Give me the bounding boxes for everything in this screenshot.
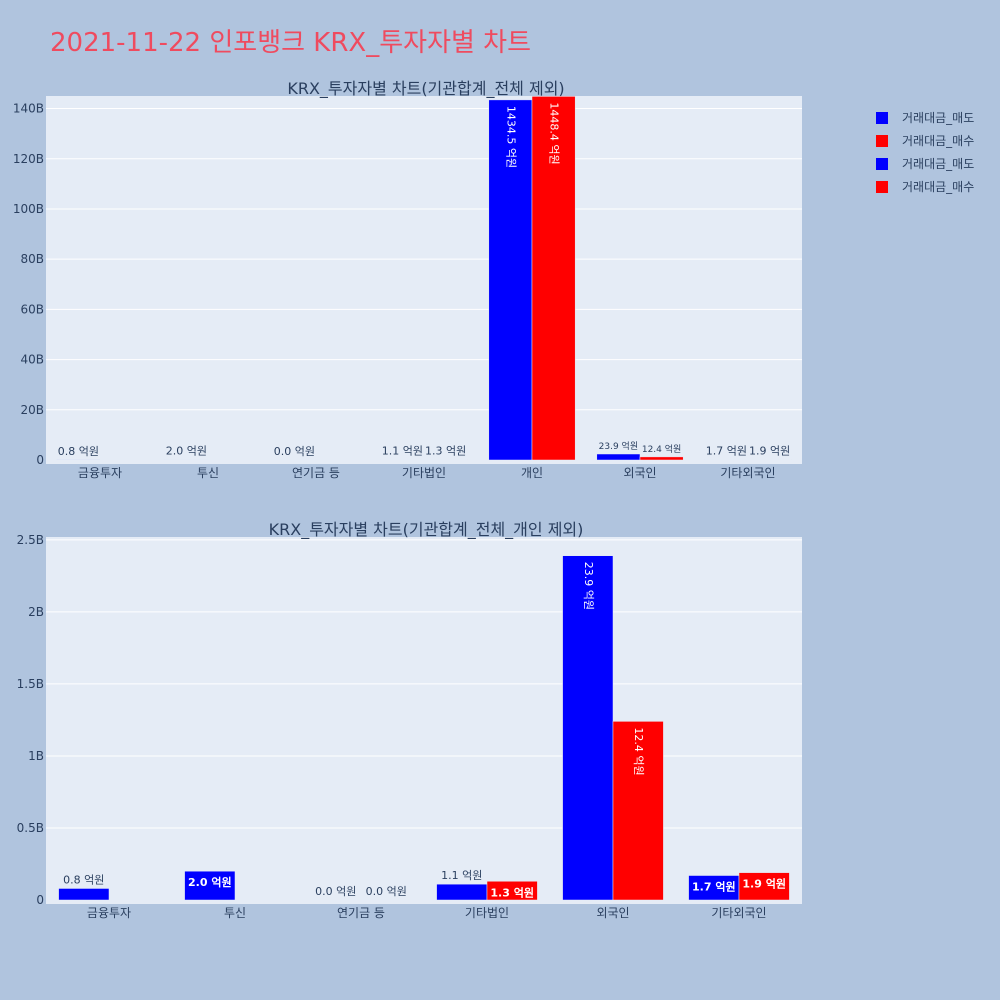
x-tick-label: 투신 — [197, 466, 219, 480]
data-label: 23.9 억원 — [599, 440, 638, 452]
legend-label: 거래대금_매도 — [902, 111, 975, 125]
data-label: 1.9 억원 — [742, 877, 786, 891]
legend-item[interactable]: 거래대금_매도 — [876, 106, 974, 129]
legend-item[interactable]: 거래대금_매수 — [876, 129, 974, 152]
bar — [486, 881, 538, 901]
bar — [531, 96, 576, 461]
data-label: 1448.4 억원 — [548, 102, 561, 164]
x-tick-label: 기타법인 — [465, 906, 509, 920]
y-tick-label: 60B — [20, 302, 44, 316]
data-label: 12.4 억원 — [632, 727, 645, 775]
legend: 거래대금_매도 거래대금_매수 거래대금_매도 거래대금_매수 — [876, 106, 974, 198]
data-label: 0.0 억원 — [274, 445, 315, 458]
data-label: 1.7 억원 — [706, 445, 747, 458]
bar — [164, 459, 209, 461]
bar — [639, 456, 684, 461]
legend-swatch-icon — [876, 157, 888, 170]
x-tick-label: 금융투자 — [87, 906, 131, 920]
legend-item[interactable]: 거래대금_매도 — [876, 152, 974, 175]
x-tick-label: 연기금 등 — [337, 906, 385, 920]
x-tick-label: 개인 — [521, 466, 543, 480]
bar — [596, 453, 641, 461]
data-label: 23.9 억원 — [582, 562, 595, 610]
y-tick-label: 2.5B — [17, 533, 44, 547]
legend-item[interactable]: 거래대금_매수 — [876, 175, 974, 198]
legend-swatch-icon — [876, 111, 888, 124]
data-label: 1.7 억원 — [692, 880, 736, 894]
data-label: 1.3 억원 — [490, 885, 534, 899]
bar — [488, 99, 533, 461]
bar — [184, 870, 236, 901]
y-tick-label: 2B — [28, 605, 44, 619]
chart-title: KRX_투자자별 차트(기관합계_전체 제외) — [287, 79, 564, 99]
bar — [612, 721, 664, 901]
legend-swatch-icon — [876, 134, 888, 147]
plot-area — [46, 96, 802, 464]
x-tick-label: 기타외국인 — [711, 906, 766, 920]
bar — [688, 875, 740, 901]
y-tick-label: 140B — [13, 102, 44, 116]
legend-label: 거래대금_매도 — [902, 157, 975, 171]
data-label: 1434.5 억원 — [504, 106, 517, 168]
legend-label: 거래대금_매수 — [902, 134, 975, 148]
data-label: 1.1 억원 — [441, 869, 482, 882]
y-tick-label: 40B — [20, 353, 44, 367]
x-tick-label: 연기금 등 — [292, 466, 340, 480]
bar — [738, 872, 790, 901]
plot-area — [46, 537, 802, 904]
y-tick-label: 1B — [28, 749, 44, 763]
bar — [436, 883, 488, 901]
bar — [58, 888, 110, 901]
data-label: 12.4 억원 — [642, 443, 681, 455]
y-tick-label: 1.5B — [17, 677, 44, 691]
x-tick-label: 외국인 — [596, 906, 629, 920]
data-label: 1.9 억원 — [749, 445, 790, 458]
data-label: 1.1 억원 — [382, 445, 423, 458]
data-label: 0.8 억원 — [58, 445, 99, 458]
data-label: 0.8 억원 — [63, 873, 104, 886]
y-tick-label: 80B — [20, 252, 44, 266]
data-label: 0.0 억원 — [366, 885, 407, 898]
x-tick-label: 기타외국인 — [720, 466, 775, 480]
data-label: 1.3 억원 — [425, 445, 466, 458]
y-tick-label: 0 — [36, 453, 44, 467]
x-tick-label: 금융투자 — [78, 466, 122, 480]
y-tick-label: 120B — [13, 152, 44, 166]
page-title: 2021-11-22 인포뱅크 KRX_투자자별 차트 — [50, 28, 532, 58]
y-tick-label: 0.5B — [17, 821, 44, 835]
x-tick-label: 투신 — [224, 906, 246, 920]
bar — [562, 555, 614, 901]
chart-title: KRX_투자자별 차트(기관합계_전체_개인 제외) — [269, 520, 584, 540]
data-label: 2.0 억원 — [188, 875, 232, 889]
y-tick-label: 0 — [36, 893, 44, 907]
y-tick-label: 100B — [13, 202, 44, 216]
data-label: 2.0 억원 — [166, 444, 207, 457]
x-tick-label: 외국인 — [623, 466, 656, 480]
y-tick-label: 20B — [20, 403, 44, 417]
data-label: 0.0 억원 — [315, 885, 356, 898]
x-tick-label: 기타법인 — [402, 466, 446, 480]
legend-label: 거래대금_매수 — [902, 180, 975, 194]
legend-swatch-icon — [876, 180, 888, 193]
